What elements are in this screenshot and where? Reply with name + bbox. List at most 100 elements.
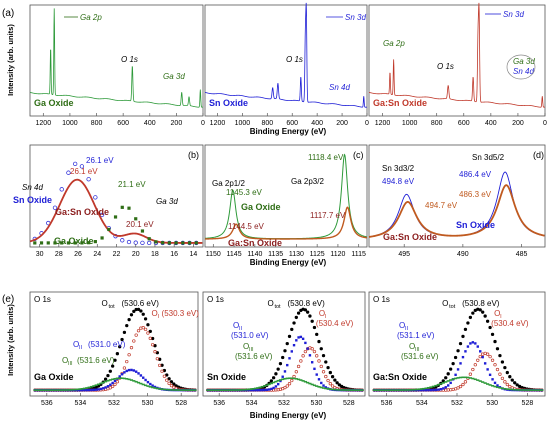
data-point: [125, 369, 128, 373]
data-point: [471, 341, 475, 344]
x-tick-label: 1200: [210, 120, 226, 127]
data-point: [490, 332, 495, 337]
label-o-iii-sub: III: [68, 361, 73, 367]
data-point: [288, 357, 291, 360]
x-tick-label: 26: [74, 251, 82, 258]
data-point: [294, 315, 298, 320]
data-point: [451, 362, 455, 366]
data-point: [174, 241, 178, 245]
o1s-title: O 1s: [34, 295, 51, 304]
panel-label: (b): [188, 150, 199, 160]
data-point: [142, 376, 145, 379]
legend-sn-oxide: Sn Oxide: [456, 220, 495, 230]
data-point: [290, 327, 294, 332]
series-line-1: [368, 184, 545, 238]
data-point: [120, 373, 124, 376]
label-o-tot-value: (530.6 eV): [122, 299, 160, 308]
data-point: [160, 369, 164, 373]
x-tick-label: 528: [175, 400, 187, 407]
data-point: [133, 240, 138, 245]
x-tick-label: 600: [286, 120, 298, 127]
series-line-1: [29, 178, 203, 244]
data-point: [495, 367, 500, 372]
data-point: [162, 374, 167, 378]
data-point: [111, 384, 115, 389]
data-point: [295, 339, 298, 342]
data-point: [493, 381, 497, 385]
data-point: [46, 241, 50, 245]
data-point: [317, 359, 321, 363]
survey-subplot-ga-sn-oxide: 1200 1000 800 600 400 200 0 Ga:Sn Oxide: [368, 2, 547, 127]
panel-d: (d) 495 490 485 Sn 3d3/2 Sn 3d5/2 494.8 eV 486.…: [250, 144, 546, 267]
data-point: [167, 377, 171, 381]
data-point: [299, 335, 303, 339]
data-point: [304, 341, 307, 345]
panel-c: (c) 1150 1145 1140 1135 1130 1125 1120 1115 Ga 2p…: [204, 144, 368, 258]
x-tick-label: 22: [113, 251, 121, 258]
data-point: [93, 195, 98, 200]
annotation-o-1s: O 1s: [437, 62, 454, 71]
data-point: [281, 375, 284, 378]
x-tick-label: 20: [132, 251, 140, 258]
data-point: [134, 370, 138, 373]
x-tick-label: 18: [151, 251, 159, 258]
data-point: [290, 350, 293, 353]
data-point: [258, 388, 262, 392]
data-point: [498, 353, 502, 358]
data-point: [85, 388, 88, 392]
legend-ga-sn-oxide: Ga:Sn Oxide: [383, 232, 437, 242]
label-o-tot-sub: tot: [109, 304, 116, 310]
data-point: [129, 346, 134, 350]
data-point: [127, 206, 131, 210]
x-tick-label: 528: [343, 400, 355, 407]
subplot-name: Ga Oxide: [34, 98, 74, 108]
annotation-ga-2p-three-half: Ga 2p3/2: [291, 177, 324, 186]
data-point: [126, 239, 132, 245]
data-point: [503, 380, 507, 384]
x-tick-label: 400: [311, 120, 323, 127]
data-point: [481, 355, 484, 359]
data-point: [123, 371, 126, 374]
data-point: [256, 388, 259, 392]
data-point: [92, 388, 96, 392]
data-point: [100, 236, 104, 240]
data-point: [99, 212, 105, 218]
data-point: [468, 315, 473, 320]
peak-value-label: 494.8 eV: [382, 177, 415, 186]
x-tick-label: 1145: [227, 251, 242, 258]
data-point: [132, 309, 136, 313]
data-point: [481, 310, 485, 314]
data-point: [469, 342, 472, 345]
peak-value-label: 486.4 eV: [459, 170, 492, 179]
data-point: [113, 379, 117, 383]
data-point: [113, 358, 117, 362]
peak-value-label: 1117.7 eV: [310, 211, 346, 220]
data-point: [474, 342, 477, 345]
y-axis-label: Intensity (arb. units): [6, 304, 15, 376]
data-point: [90, 388, 93, 392]
component-III: [372, 376, 544, 391]
data-point: [254, 388, 257, 392]
data-point: [490, 358, 495, 362]
data-point: [115, 380, 120, 384]
x-tick-label: 16: [170, 251, 178, 258]
data-point: [319, 364, 323, 369]
data-point: [118, 345, 122, 349]
label-o-ii: O: [399, 321, 405, 330]
data-point: [321, 370, 326, 374]
data-point: [73, 161, 78, 166]
data-point: [270, 387, 273, 391]
data-point: [79, 164, 85, 169]
data-point: [508, 375, 512, 379]
x-tick-label: 536: [41, 400, 53, 407]
data-point: [446, 372, 450, 376]
label-o-i-value: (530.4 eV): [316, 319, 354, 328]
data-point: [330, 384, 335, 388]
label-o-i: O: [319, 309, 325, 318]
data-point: [120, 337, 124, 342]
panel-b: (b) 30 28 26 24 22 20 18 16 14 Sn 4d Ga 3d 26.1 eV 26…: [13, 144, 204, 258]
data-point: [33, 241, 37, 245]
x-tick-label: 530: [486, 400, 498, 407]
data-point: [498, 372, 502, 376]
